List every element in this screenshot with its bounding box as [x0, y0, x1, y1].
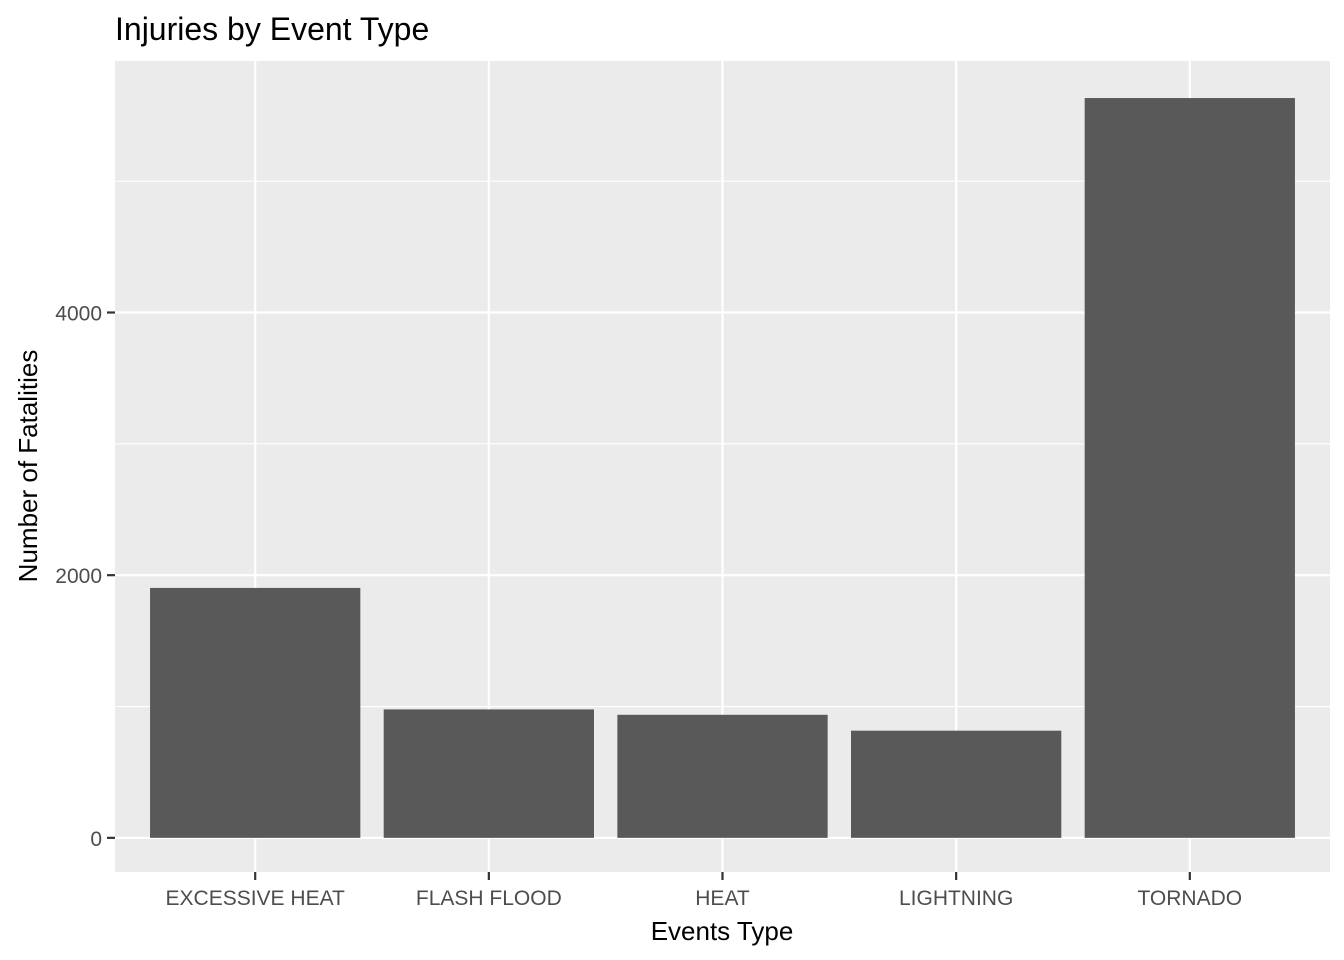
- x-tick-label: TORNADO: [1137, 887, 1242, 910]
- bar-lightning: [851, 730, 1062, 838]
- x-axis: EXCESSIVE HEAT FLASH FLOOD HEAT LIGHTNING TO…: [166, 872, 1242, 910]
- x-tick-label: EXCESSIVE HEAT: [166, 887, 346, 910]
- y-axis-title: Number of Fatalities: [13, 350, 43, 583]
- bar-flash-flood: [383, 709, 594, 838]
- y-tick-label: 4000: [55, 303, 102, 326]
- x-axis-title: Events Type: [651, 916, 794, 946]
- y-tick-label: 2000: [55, 565, 102, 588]
- x-tick-label: FLASH FLOOD: [416, 887, 562, 910]
- x-tick-label: LIGHTNING: [899, 887, 1013, 910]
- bars: [150, 98, 1295, 838]
- chart-title: Injuries by Event Type: [115, 11, 429, 47]
- bar-tornado: [1084, 98, 1295, 838]
- y-axis: 0 2000 4000: [55, 303, 115, 851]
- x-tick-label: HEAT: [695, 887, 750, 910]
- bar-excessive-heat: [150, 587, 361, 838]
- bar-heat: [617, 714, 828, 838]
- y-tick-label: 0: [90, 828, 102, 851]
